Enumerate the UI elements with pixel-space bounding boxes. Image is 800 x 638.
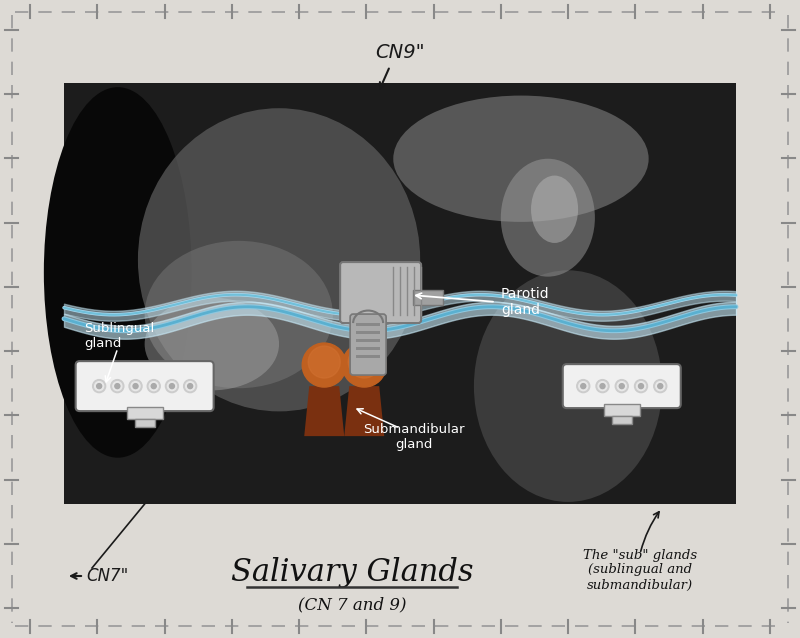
Ellipse shape [138, 108, 420, 412]
Circle shape [302, 343, 346, 387]
Bar [612, 416, 632, 424]
Circle shape [615, 380, 628, 392]
Bar [134, 419, 154, 427]
Bar [356, 323, 380, 326]
Circle shape [348, 346, 380, 378]
Circle shape [151, 383, 156, 389]
Text: CN7": CN7" [86, 567, 128, 585]
Circle shape [184, 380, 197, 392]
Circle shape [188, 383, 193, 389]
Circle shape [654, 380, 666, 392]
Circle shape [94, 382, 104, 390]
Bar [356, 339, 380, 342]
Circle shape [619, 383, 624, 389]
Text: The "sub" glands
(sublingual and
submandibular): The "sub" glands (sublingual and submand… [583, 549, 697, 591]
Circle shape [111, 380, 124, 392]
Ellipse shape [474, 271, 662, 502]
Circle shape [150, 382, 158, 390]
Circle shape [577, 380, 590, 392]
Text: Submandibular
gland: Submandibular gland [362, 422, 464, 450]
Circle shape [634, 380, 647, 392]
Circle shape [638, 383, 643, 389]
Circle shape [618, 382, 626, 390]
Bar [413, 290, 443, 305]
Circle shape [308, 346, 340, 378]
Text: Salivary Glands: Salivary Glands [230, 558, 474, 588]
Bar [604, 404, 640, 416]
Ellipse shape [145, 298, 279, 390]
Circle shape [113, 382, 122, 390]
Circle shape [129, 380, 142, 392]
FancyBboxPatch shape [350, 314, 386, 375]
Circle shape [581, 383, 586, 389]
Text: Parotid
gland: Parotid gland [501, 287, 550, 317]
FancyBboxPatch shape [562, 364, 681, 408]
Circle shape [93, 380, 106, 392]
Circle shape [131, 382, 140, 390]
Circle shape [170, 383, 174, 389]
Ellipse shape [531, 175, 578, 243]
Text: Sublingual
gland: Sublingual gland [84, 322, 154, 350]
Circle shape [166, 380, 178, 392]
Ellipse shape [44, 87, 192, 457]
FancyBboxPatch shape [76, 361, 214, 411]
Circle shape [167, 382, 177, 390]
Circle shape [147, 380, 160, 392]
Circle shape [637, 382, 646, 390]
Polygon shape [304, 386, 344, 436]
Bar [64, 83, 736, 504]
Polygon shape [344, 386, 384, 436]
Circle shape [133, 383, 138, 389]
Bar [356, 355, 380, 358]
Bar [356, 347, 380, 350]
Bar [356, 331, 380, 334]
Text: (CN 7 and 9): (CN 7 and 9) [298, 597, 406, 614]
Circle shape [658, 383, 662, 389]
Ellipse shape [501, 159, 595, 277]
Text: CN9": CN9" [375, 43, 425, 61]
Circle shape [97, 383, 102, 389]
Circle shape [656, 382, 665, 390]
Bar [126, 407, 162, 419]
Circle shape [115, 383, 120, 389]
Circle shape [342, 343, 386, 387]
FancyBboxPatch shape [340, 262, 421, 323]
Ellipse shape [145, 241, 333, 389]
Ellipse shape [394, 96, 649, 222]
Circle shape [186, 382, 194, 390]
Circle shape [600, 383, 605, 389]
Circle shape [598, 382, 607, 390]
Circle shape [578, 382, 588, 390]
Circle shape [596, 380, 609, 392]
